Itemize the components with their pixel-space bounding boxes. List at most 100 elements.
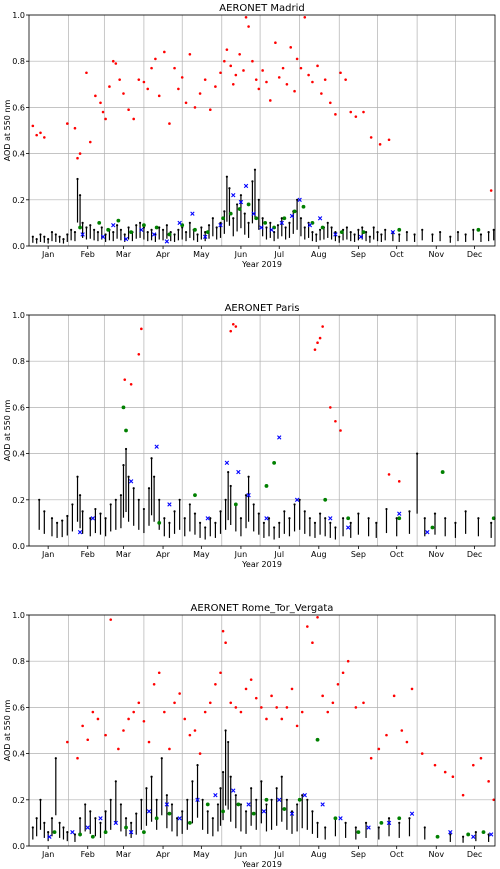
- data-point: [321, 325, 324, 328]
- data-point: [214, 683, 217, 686]
- data-point: [376, 231, 379, 234]
- data-point: [111, 223, 116, 228]
- data-point: [154, 444, 159, 449]
- data-point: [421, 228, 424, 231]
- data-point: [369, 136, 373, 139]
- data-point: [221, 809, 225, 814]
- data-point: [353, 233, 356, 236]
- data-point: [333, 816, 338, 821]
- data-point: [227, 470, 230, 474]
- data-point: [251, 180, 254, 183]
- data-point: [152, 683, 156, 686]
- data-point: [229, 64, 233, 68]
- data-point: [114, 498, 117, 501]
- data-point: [435, 834, 440, 839]
- data-point: [150, 66, 153, 70]
- data-point: [372, 226, 375, 229]
- data-point: [108, 85, 111, 88]
- data-point: [261, 809, 267, 814]
- y-tick-label: 0.6: [12, 103, 25, 112]
- x-tick-label: Apr: [156, 550, 171, 559]
- data-point: [423, 517, 426, 520]
- data-point: [247, 25, 250, 28]
- data-point: [35, 817, 38, 820]
- data-point: [214, 521, 217, 525]
- data-point: [293, 89, 296, 93]
- data-point: [89, 224, 92, 227]
- data-point: [157, 521, 162, 525]
- data-point: [150, 228, 153, 231]
- data-point: [231, 83, 235, 86]
- data-point: [198, 752, 202, 755]
- data-point: [477, 517, 480, 520]
- y-tick-label: 0.4: [12, 450, 25, 459]
- data-point: [221, 629, 225, 633]
- plot-frame: [28, 614, 496, 847]
- data-point: [313, 348, 317, 351]
- data-point: [346, 516, 351, 521]
- x-tick-label: Jun: [234, 850, 248, 859]
- data-point: [104, 733, 107, 737]
- plot-frame: [28, 14, 496, 247]
- data-point: [205, 516, 210, 521]
- data-point: [150, 457, 153, 460]
- series-green: [78, 202, 481, 237]
- data-point: [150, 775, 153, 778]
- data-point: [85, 71, 88, 75]
- data-point: [94, 94, 97, 98]
- data-point: [492, 228, 495, 231]
- data-point: [142, 223, 146, 228]
- data-point: [297, 197, 302, 202]
- y-tick-label: 0.2: [12, 496, 25, 505]
- data-point: [488, 832, 494, 837]
- data-point: [223, 210, 226, 213]
- y-tick-label: 0.8: [12, 657, 25, 666]
- data-point: [260, 780, 263, 783]
- data-point: [358, 234, 364, 239]
- data-point: [165, 224, 168, 227]
- y-axis-label: AOD at 550 nm: [3, 700, 12, 762]
- data-point: [400, 729, 404, 732]
- data-point: [154, 57, 157, 61]
- data-point: [420, 752, 424, 755]
- data-point: [76, 756, 79, 760]
- data-point: [251, 59, 254, 63]
- data-point: [66, 740, 69, 744]
- data-point: [213, 792, 218, 798]
- x-tick-label: Jul: [273, 250, 284, 259]
- data-point: [76, 156, 79, 160]
- data-point: [324, 517, 327, 520]
- data-point: [104, 517, 107, 520]
- data-point: [80, 232, 85, 237]
- data-point: [123, 378, 127, 381]
- y-tick-label: 0.6: [12, 703, 25, 712]
- data-point: [70, 228, 73, 231]
- data-point: [456, 231, 460, 234]
- x-tick-label: Jul: [273, 850, 284, 859]
- data-point: [277, 797, 282, 802]
- data-point: [397, 227, 402, 232]
- data-point: [232, 217, 235, 220]
- data-point: [39, 233, 42, 236]
- data-point: [111, 59, 115, 63]
- x-tick-label: Apr: [156, 850, 171, 859]
- data-point: [315, 233, 318, 236]
- data-point: [128, 479, 134, 484]
- data-point: [76, 177, 79, 181]
- data-point: [247, 475, 250, 478]
- data-point: [288, 221, 291, 224]
- data-point: [329, 521, 332, 525]
- y-tick-label: 1.0: [12, 611, 25, 620]
- data-point: [227, 740, 230, 744]
- data-point: [158, 226, 161, 229]
- data-point: [169, 231, 172, 234]
- data-point: [300, 710, 304, 714]
- data-point: [221, 770, 225, 774]
- data-point: [224, 641, 227, 645]
- data-point: [303, 16, 307, 19]
- data-point: [73, 833, 77, 836]
- data-point: [341, 517, 345, 520]
- y-tick-label: 0.0: [12, 242, 25, 251]
- data-point: [341, 228, 345, 231]
- data-point: [282, 807, 287, 811]
